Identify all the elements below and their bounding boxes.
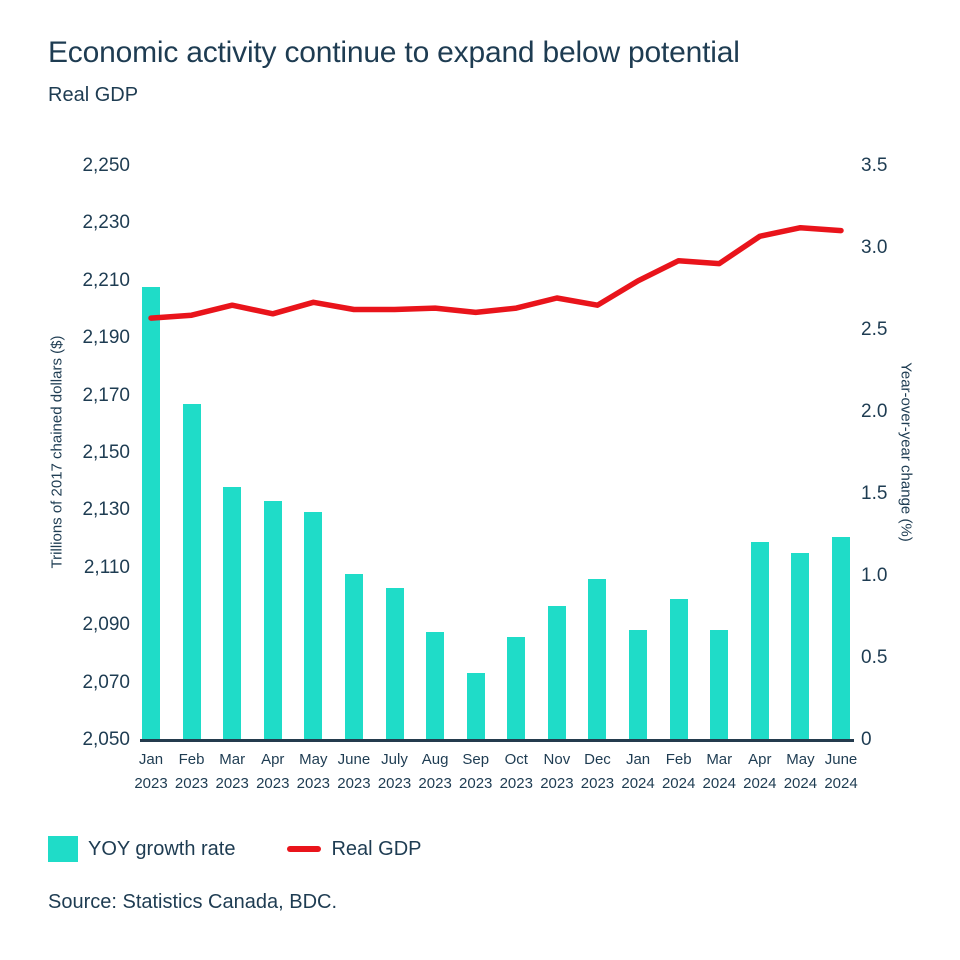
bar-may-2023 <box>304 512 323 740</box>
x-label-feb-2023: Feb 2023 <box>174 751 209 792</box>
yoy-growth-swatch-icon <box>48 836 78 862</box>
x-label-nov-2023: Nov 2023 <box>540 751 574 792</box>
right-tick-label: 3.0 <box>861 237 888 258</box>
left-tick-label: 2,170 <box>82 384 130 406</box>
left-tick-label: 2,070 <box>82 671 130 693</box>
x-label-mar-2023: Mar 2023 <box>215 751 249 792</box>
legend-label-real-gdp: Real GDP <box>331 837 422 860</box>
bar-june-2024 <box>832 536 850 740</box>
bar-feb-2024 <box>669 599 688 740</box>
bar-jan-2023 <box>142 287 160 740</box>
x-label-jan-2023: Jan 2023 <box>134 751 168 792</box>
left-tick-label: 2,250 <box>82 155 130 176</box>
chart-title: Economic activity continue to expand bel… <box>48 36 740 69</box>
bar-mar-2023 <box>223 487 242 740</box>
bar-may-2024 <box>791 553 810 740</box>
bar-aug-2023 <box>426 631 445 740</box>
left-tick-label: 2,190 <box>82 327 130 349</box>
left-tick-label: 2,130 <box>82 499 130 521</box>
left-tick-label: 2,090 <box>82 614 130 636</box>
right-tick-label: 0 <box>861 729 872 750</box>
bar-mar-2024 <box>710 630 729 740</box>
x-label-feb-2024: Feb 2024 <box>661 751 696 792</box>
bar-apr-2024 <box>750 541 769 740</box>
x-label-july-2023: July 2023 <box>377 751 412 792</box>
bar-dec-2023 <box>588 579 607 740</box>
x-label-june-2024: June 2024 <box>824 751 858 792</box>
x-label-june-2023: June 2023 <box>337 751 371 792</box>
bar-jan-2024 <box>629 630 648 740</box>
right-tick-label: 1.0 <box>861 565 888 586</box>
x-label-oct-2023: Oct 2023 <box>499 751 533 792</box>
right-axis-title: Year-over-year change (%) <box>897 362 915 542</box>
left-tick-label: 2,150 <box>82 442 130 463</box>
right-tick-label: 2.5 <box>861 319 888 340</box>
bar-oct-2023 <box>507 636 526 740</box>
plot-area <box>140 166 854 742</box>
legend-label-yoy-growth: YOY growth rate <box>88 837 236 860</box>
x-label-sep-2023: Sep 2023 <box>459 751 493 792</box>
x-label-may-2023: May 2023 <box>296 751 331 792</box>
real-gdp-line-swatch-icon <box>287 846 322 852</box>
bar-apr-2023 <box>263 500 282 740</box>
bar-nov-2023 <box>547 605 566 740</box>
chart-subtitle: Real GDP <box>48 84 139 106</box>
bar-feb-2023 <box>182 403 201 740</box>
x-axis-line <box>140 739 854 742</box>
x-label-apr-2023: Apr 2023 <box>256 751 290 792</box>
x-label-aug-2023: Aug 2023 <box>418 751 452 792</box>
legend: YOY growth rate Real GDP <box>48 836 422 862</box>
source-note: Source: Statistics Canada, BDC. <box>48 891 338 913</box>
x-label-may-2024: May 2024 <box>783 751 818 792</box>
bar-july-2023 <box>385 587 404 740</box>
x-label-jan-2024: Jan 2024 <box>621 751 655 792</box>
left-tick-label: 2,230 <box>82 212 130 234</box>
bar-june-2023 <box>344 574 363 740</box>
right-tick-label: 0.5 <box>861 647 888 668</box>
bar-sep-2023 <box>466 672 485 740</box>
right-tick-label: 3.5 <box>861 155 888 176</box>
real-gdp-polyline <box>148 224 844 321</box>
x-label-apr-2024: Apr 2024 <box>743 751 777 792</box>
right-tick-label: 1.5 <box>861 483 888 504</box>
x-label-dec-2023: Dec 2023 <box>580 751 615 792</box>
left-tick-label: 2,110 <box>83 556 130 578</box>
left-tick-label: 2,050 <box>82 729 130 750</box>
x-label-mar-2024: Mar 2024 <box>702 751 736 792</box>
left-tick-label: 2,210 <box>82 269 130 291</box>
right-tick-label: 2.0 <box>861 401 888 422</box>
real-gdp-line <box>148 224 844 321</box>
